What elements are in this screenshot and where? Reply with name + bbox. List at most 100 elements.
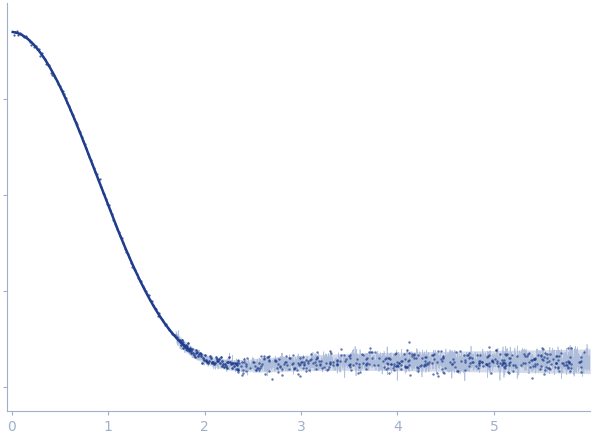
Point [354, 360, 364, 367]
Point [339, 352, 348, 359]
Point [139, 284, 149, 291]
Point [82, 144, 91, 151]
Point [566, 361, 576, 368]
Point [107, 210, 116, 217]
Point [157, 316, 167, 323]
Point [109, 216, 118, 223]
Point [562, 361, 572, 368]
Point [553, 357, 563, 364]
Point [220, 360, 229, 367]
Point [449, 359, 458, 366]
Point [292, 367, 301, 374]
Point [353, 356, 362, 363]
Point [40, 55, 50, 62]
Point [233, 368, 243, 375]
Point [362, 359, 371, 366]
Point [358, 352, 368, 359]
Point [428, 351, 437, 358]
Point [200, 352, 209, 359]
Point [428, 359, 437, 366]
Point [404, 361, 413, 368]
Point [299, 361, 309, 368]
Point [574, 359, 584, 366]
Point [522, 352, 532, 359]
Point [194, 350, 203, 357]
Point [218, 362, 227, 369]
Point [345, 352, 355, 359]
Point [500, 351, 510, 358]
Point [299, 358, 308, 365]
Point [529, 355, 538, 362]
Point [329, 358, 338, 365]
Point [216, 354, 225, 361]
Point [319, 364, 329, 371]
Point [440, 364, 449, 371]
Point [313, 348, 322, 355]
Point [448, 355, 458, 362]
Point [542, 364, 551, 371]
Point [325, 358, 334, 365]
Point [186, 347, 195, 354]
Point [203, 358, 212, 365]
Point [364, 361, 374, 368]
Point [560, 361, 569, 368]
Point [172, 333, 181, 340]
Point [208, 358, 218, 365]
Point [520, 360, 530, 367]
Point [353, 370, 363, 377]
Point [565, 368, 575, 375]
Point [222, 358, 231, 365]
Point [438, 354, 448, 361]
Point [298, 354, 308, 361]
Point [495, 351, 504, 358]
Point [298, 359, 307, 366]
Point [295, 361, 304, 368]
Point [562, 362, 571, 369]
Point [95, 176, 104, 183]
Point [130, 266, 140, 273]
Point [174, 336, 183, 343]
Point [490, 355, 500, 362]
Point [439, 370, 449, 377]
Point [474, 361, 483, 368]
Point [254, 359, 264, 366]
Point [12, 28, 21, 35]
Point [329, 361, 338, 368]
Point [24, 37, 33, 44]
Point [492, 358, 501, 365]
Point [207, 359, 216, 366]
Point [505, 359, 514, 366]
Point [525, 364, 535, 371]
Point [97, 183, 106, 190]
Point [25, 38, 35, 45]
Point [282, 361, 292, 368]
Point [561, 358, 570, 365]
Point [199, 354, 208, 361]
Point [234, 359, 244, 366]
Point [544, 364, 553, 371]
Point [263, 353, 272, 360]
Point [333, 361, 342, 368]
Point [419, 363, 429, 370]
Point [409, 352, 419, 359]
Point [232, 366, 241, 373]
Point [511, 361, 520, 368]
Point [23, 35, 32, 42]
Point [18, 33, 27, 40]
Point [159, 318, 168, 325]
Point [563, 357, 573, 364]
Point [491, 346, 500, 353]
Point [15, 29, 24, 36]
Point [384, 355, 393, 362]
Point [369, 361, 378, 368]
Point [33, 45, 42, 52]
Point [213, 357, 223, 364]
Point [438, 354, 448, 361]
Point [228, 365, 237, 372]
Point [388, 364, 398, 371]
Point [237, 371, 247, 378]
Point [326, 347, 335, 354]
Point [148, 302, 158, 309]
Point [231, 361, 241, 368]
Point [539, 371, 549, 378]
